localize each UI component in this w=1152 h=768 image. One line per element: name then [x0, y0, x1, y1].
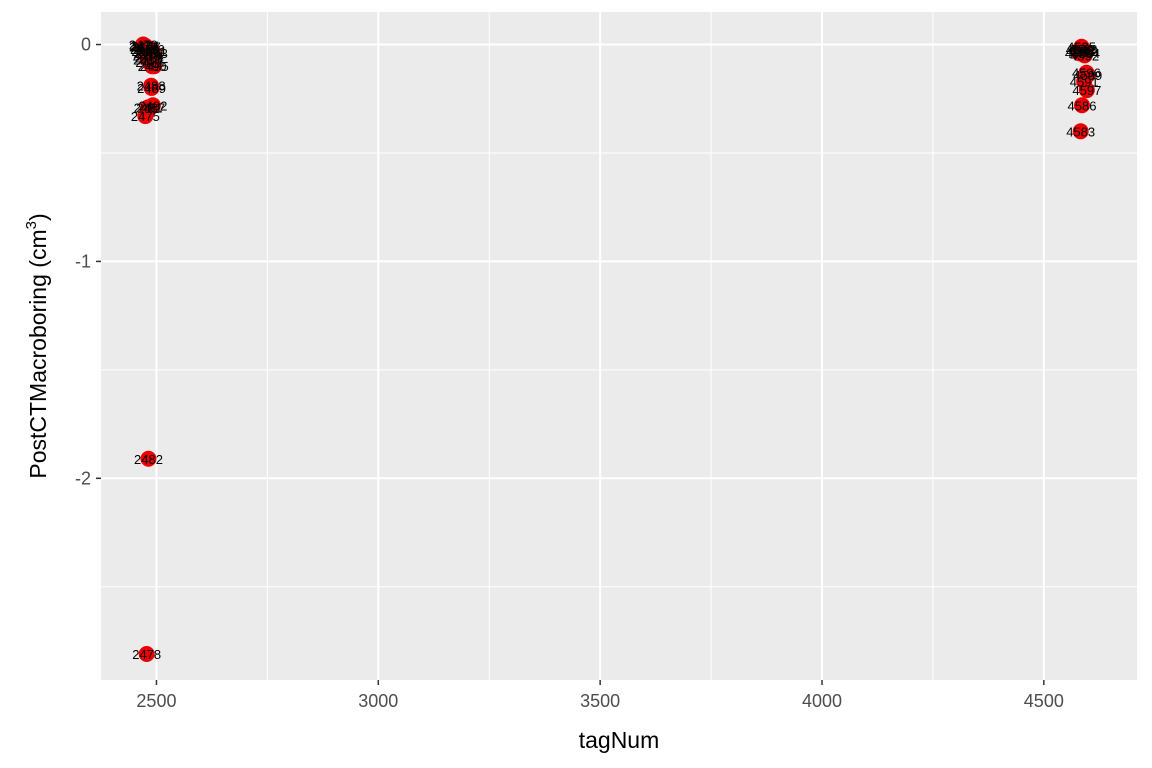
data-point-label: 4594 [1071, 46, 1100, 61]
x-axis-title: tagNum [579, 727, 660, 753]
x-tick-label: 4000 [802, 691, 842, 711]
data-point-label: 4591 [1070, 74, 1099, 89]
plot-panel [101, 12, 1137, 680]
data-point-label: 2476 [131, 44, 160, 59]
data-point-label: 2480 [133, 53, 162, 68]
data-point-label: 2493 [139, 46, 168, 61]
data-point [1077, 45, 1094, 62]
data-point-label: 2484 [135, 51, 164, 66]
x-tick-label: 2500 [136, 691, 176, 711]
data-point-label: 4580 [1065, 46, 1094, 61]
data-point [145, 45, 162, 62]
data-point-label: 2495 [140, 59, 169, 74]
data-point-label: 2486 [136, 42, 165, 57]
data-point [137, 108, 154, 125]
data-point-label: 2485 [135, 55, 164, 70]
data-point-label: 2478 [132, 647, 161, 662]
data-point [143, 77, 160, 94]
data-point-label: 2481 [134, 100, 163, 115]
data-point-label: 4590 [1069, 44, 1098, 59]
data-point-label: 2483 [134, 46, 163, 61]
data-point-label: 4586 [1068, 98, 1097, 113]
y-axis-title: PostCTMacroboring (cm3) [23, 213, 51, 478]
data-point [1073, 97, 1090, 114]
data-point-label: 2470 [129, 38, 158, 53]
data-point-label: 2488 [137, 79, 166, 94]
y-tick-label: -2 [75, 468, 91, 488]
data-point-label: 2491 [138, 44, 167, 59]
data-point-label: 2474 [130, 39, 159, 54]
data-point-label: 2489 [137, 81, 166, 96]
data-point-label: 4582 [1066, 42, 1095, 57]
x-tick-label: 3000 [358, 691, 398, 711]
data-point-label: 4599 [1073, 68, 1102, 83]
data-point-label: 4585 [1067, 40, 1096, 55]
y-tick-label: -1 [75, 251, 91, 271]
data-point-label: 2490 [138, 59, 167, 74]
y-axis-ticks: 0 -1 -2 [75, 35, 101, 488]
data-point-label: 2477 [132, 40, 161, 55]
data-points [135, 36, 1096, 662]
data-point [146, 58, 163, 75]
point-labels: 2470247124732474247624772479248024832484… [129, 38, 1103, 662]
data-point-label: 2473 [130, 42, 159, 57]
data-point-label: 2487 [136, 100, 165, 115]
data-point [1072, 123, 1089, 140]
y-axis-title-suffix: ) [25, 213, 51, 221]
x-tick-label: 3500 [580, 691, 620, 711]
data-point-label: 2479 [133, 48, 162, 63]
data-point-label: 2482 [134, 452, 163, 467]
data-point-label: 4596 [1072, 66, 1101, 81]
data-point-label: 4588 [1068, 42, 1097, 57]
y-axis-title-main: PostCTMacroboring (cm [25, 229, 51, 478]
data-point-label: 4597 [1072, 83, 1101, 98]
data-point [138, 645, 155, 662]
data-point-label: 4583 [1066, 44, 1095, 59]
major-gridlines [101, 12, 1137, 680]
data-point-label: 2492 [138, 98, 167, 113]
data-point-label: 4583 [1066, 124, 1095, 139]
x-axis-ticks: 2500 3000 3500 4000 4500 [136, 680, 1064, 711]
y-tick-label: 0 [81, 35, 91, 55]
data-point [140, 450, 157, 467]
data-point-label: 4592 [1070, 48, 1099, 63]
minor-gridlines [101, 12, 1137, 680]
x-tick-label: 4500 [1024, 691, 1064, 711]
y-axis-title-superscript: 3 [23, 221, 40, 229]
data-point-label: 2475 [131, 109, 160, 124]
data-point [1078, 82, 1095, 99]
data-point-label: 2471 [129, 40, 158, 55]
